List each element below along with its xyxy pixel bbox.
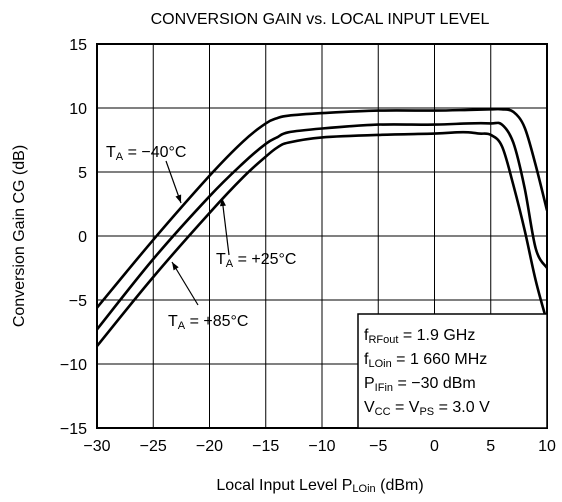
condition-text: f [364,351,369,368]
x-axis-label-main: Local Input Level P [216,477,352,494]
condition-text: V [364,399,375,416]
x-tick-label: −25 [140,438,167,455]
condition-text: = −30 dBm [393,375,476,392]
condition-subscript: LOin [368,358,391,370]
plot-frame [96,43,548,429]
y-tick-labels: −15 −10 −5 0 5 10 15 [60,37,87,438]
condition-line: fRFout = 1.9 GHz [364,327,475,346]
condition-line: VCC = VPS = 3.0 V [364,399,490,418]
annotation-value: = +25°C [233,251,296,268]
y-tick-label: 10 [69,101,87,118]
annotation-symbol: T [106,144,116,161]
y-axis-label: Conversion Gain CG (dB) [11,145,28,327]
annotation-subscript: A [226,258,234,270]
condition-text: = 3.0 V [434,399,490,416]
x-tick-label: −5 [369,438,387,455]
annotation-plus25c: TA = +25°C [216,251,296,270]
condition-text: = V [391,399,420,416]
condition-line: fLOin = 1 660 MHz [364,351,487,370]
annotation-symbol: T [168,313,178,330]
annotation-subscript: A [178,320,186,332]
condition-line: PIFin = −30 dBm [364,375,476,394]
x-axis-label-unit: (dBm) [376,477,424,494]
x-tick-label: −15 [252,438,279,455]
condition-subscript: CC [375,406,391,418]
condition-text: P [364,375,375,392]
chart-title: CONVERSION GAIN vs. LOCAL INPUT LEVEL [151,11,490,28]
annotation-value: = +85°C [185,313,248,330]
curves [97,107,547,347]
y-tick-label: −10 [60,357,87,374]
condition-subscript: IFin [375,382,393,394]
y-tick-label: 15 [69,37,87,54]
annotation-arrowhead [172,262,179,271]
annotations: TA = −40°CTA = +25°CTA = +85°C [106,144,296,332]
x-axis-label: Local Input Level PLOin (dBm) [216,477,423,495]
series-line-plus85c [97,130,547,347]
x-tick-label: −30 [83,438,110,455]
grid [97,44,547,428]
x-tick-label: 0 [430,438,439,455]
conditions-frame [357,313,548,429]
condition-subscript: PS [419,406,434,418]
leaders [165,160,230,306]
annotation-leader [221,197,230,256]
condition-subscript: RFout [368,334,398,346]
x-tick-label: −20 [196,438,223,455]
x-axis-label-sub: LOin [352,483,375,495]
annotation-value: = −40°C [123,144,186,161]
series-line-plus25c [97,121,547,331]
y-tick-label: 0 [78,229,87,246]
x-tick-label: −10 [308,438,335,455]
annotation-minus40c: TA = −40°C [106,144,186,163]
x-tick-label: 5 [486,438,495,455]
annotation-symbol: T [216,251,226,268]
annotation-leader [171,261,199,306]
condition-text: = 1.9 GHz [398,327,475,344]
annotation-arrowhead [175,194,182,203]
y-tick-label: −5 [69,293,87,310]
condition-text: = 1 660 MHz [392,351,488,368]
y-tick-label: −15 [60,421,87,438]
series-line-minus40c [97,107,547,309]
x-tick-labels: −30 −25 −20 −15 −10 −5 0 5 10 [83,438,556,455]
annotation-arrowhead [219,198,226,207]
annotation-subscript: A [116,151,124,163]
annotation-plus85c: TA = +85°C [168,313,248,332]
x-tick-label: 10 [538,438,556,455]
y-tick-label: 5 [78,165,87,182]
condition-text: f [364,327,369,344]
